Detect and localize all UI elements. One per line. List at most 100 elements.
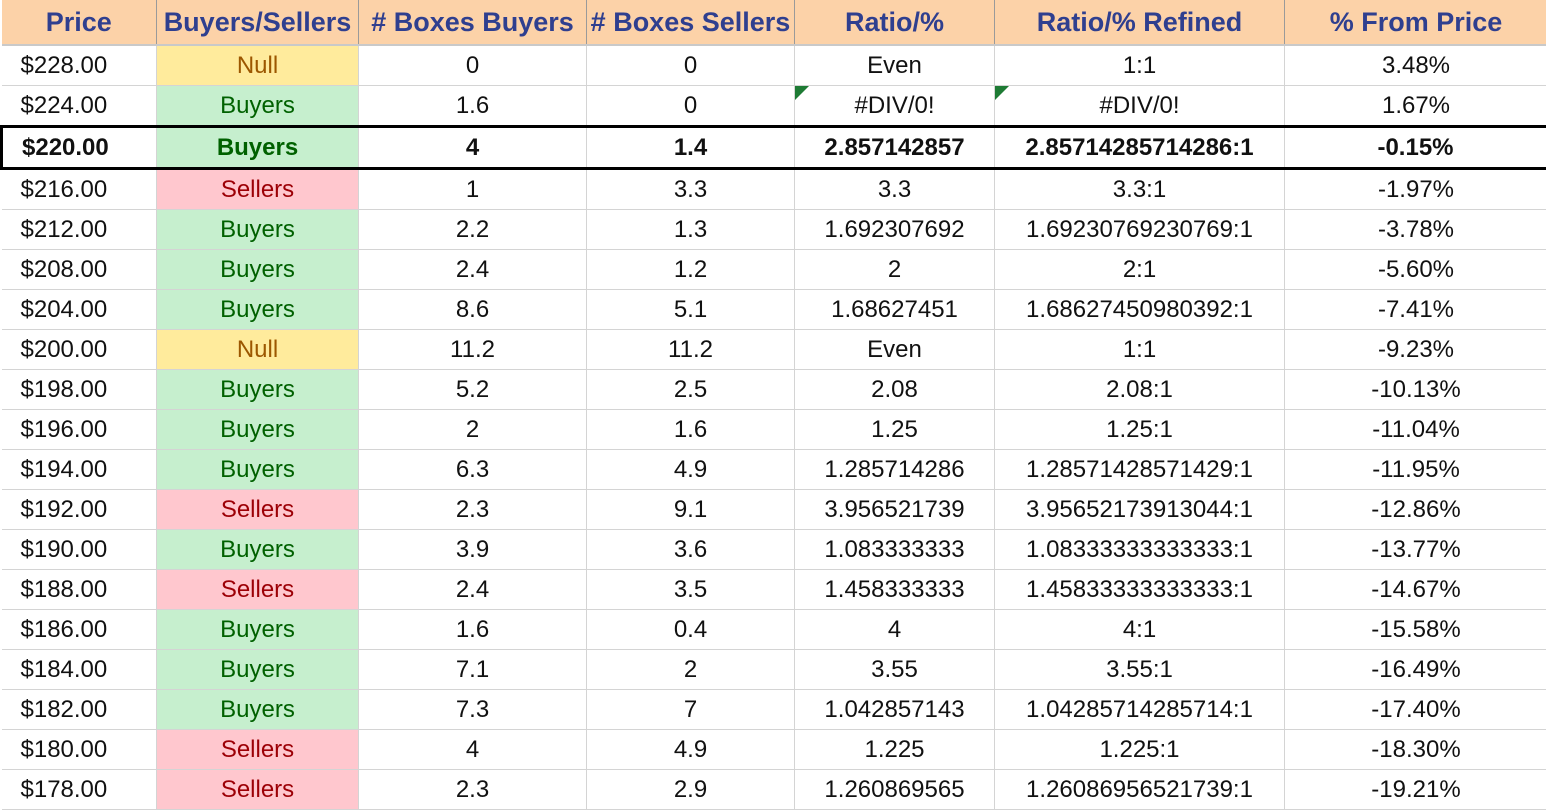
ratio-refined-cell[interactable]: 1.68627450980392:1 [995, 290, 1285, 330]
from-price-cell[interactable]: -18.30% [1285, 730, 1546, 770]
side-cell[interactable]: Sellers [157, 770, 359, 810]
price-cell[interactable]: $220.00 [2, 127, 157, 169]
side-cell[interactable]: Buyers [157, 410, 359, 450]
header-ratio-refined[interactable]: Ratio/% Refined [995, 0, 1285, 45]
from-price-cell[interactable]: -0.15% [1285, 127, 1546, 169]
ratio-refined-cell[interactable]: 2.85714285714286:1 [995, 127, 1285, 169]
side-cell[interactable]: Buyers [157, 530, 359, 570]
price-cell[interactable]: $186.00 [2, 610, 157, 650]
price-cell[interactable]: $198.00 [2, 370, 157, 410]
from-price-cell[interactable]: -9.23% [1285, 330, 1546, 370]
header-from-price[interactable]: % From Price [1285, 0, 1546, 45]
price-cell[interactable]: $208.00 [2, 250, 157, 290]
ratio-cell[interactable]: 1.285714286 [795, 450, 995, 490]
boxes-sellers-cell[interactable]: 4.9 [587, 450, 795, 490]
error-indicator-icon[interactable] [795, 86, 809, 100]
side-cell[interactable]: Null [157, 330, 359, 370]
ratio-cell[interactable]: 3.55 [795, 650, 995, 690]
boxes-sellers-cell[interactable]: 0.4 [587, 610, 795, 650]
ratio-refined-cell[interactable]: 1.04285714285714:1 [995, 690, 1285, 730]
ratio-refined-cell[interactable]: 1.225:1 [995, 730, 1285, 770]
boxes-buyers-cell[interactable]: 4 [359, 127, 587, 169]
ratio-refined-cell[interactable]: 1.26086956521739:1 [995, 770, 1285, 810]
ratio-refined-cell[interactable]: 1.69230769230769:1 [995, 210, 1285, 250]
ratio-cell[interactable]: 2.857142857 [795, 127, 995, 169]
boxes-buyers-cell[interactable]: 1 [359, 169, 587, 210]
ratio-refined-cell[interactable]: 1.08333333333333:1 [995, 530, 1285, 570]
boxes-buyers-cell[interactable]: 7.1 [359, 650, 587, 690]
boxes-buyers-cell[interactable]: 7.3 [359, 690, 587, 730]
boxes-buyers-cell[interactable]: 0 [359, 45, 587, 86]
ratio-cell[interactable]: 1.692307692 [795, 210, 995, 250]
boxes-buyers-cell[interactable]: 11.2 [359, 330, 587, 370]
boxes-sellers-cell[interactable]: 3.6 [587, 530, 795, 570]
ratio-cell[interactable]: 2.08 [795, 370, 995, 410]
ratio-cell[interactable]: 4 [795, 610, 995, 650]
from-price-cell[interactable]: -11.95% [1285, 450, 1546, 490]
boxes-sellers-cell[interactable]: 2.9 [587, 770, 795, 810]
ratio-cell[interactable]: #DIV/0! [795, 86, 995, 127]
price-cell[interactable]: $196.00 [2, 410, 157, 450]
price-cell[interactable]: $180.00 [2, 730, 157, 770]
from-price-cell[interactable]: 3.48% [1285, 45, 1546, 86]
header-price[interactable]: Price [2, 0, 157, 45]
boxes-buyers-cell[interactable]: 2.4 [359, 250, 587, 290]
side-cell[interactable]: Buyers [157, 210, 359, 250]
ratio-cell[interactable]: Even [795, 45, 995, 86]
ratio-cell[interactable]: 2 [795, 250, 995, 290]
from-price-cell[interactable]: -19.21% [1285, 770, 1546, 810]
error-indicator-icon[interactable] [995, 86, 1009, 100]
boxes-sellers-cell[interactable]: 5.1 [587, 290, 795, 330]
boxes-sellers-cell[interactable]: 0 [587, 86, 795, 127]
boxes-sellers-cell[interactable]: 1.6 [587, 410, 795, 450]
ratio-cell[interactable]: 1.042857143 [795, 690, 995, 730]
side-cell[interactable]: Buyers [157, 250, 359, 290]
side-cell[interactable]: Buyers [157, 610, 359, 650]
from-price-cell[interactable]: -12.86% [1285, 490, 1546, 530]
ratio-refined-cell[interactable]: 1.45833333333333:1 [995, 570, 1285, 610]
price-cell[interactable]: $178.00 [2, 770, 157, 810]
ratio-refined-cell[interactable]: 1:1 [995, 45, 1285, 86]
from-price-cell[interactable]: -7.41% [1285, 290, 1546, 330]
price-cell[interactable]: $224.00 [2, 86, 157, 127]
ratio-refined-cell[interactable]: 2:1 [995, 250, 1285, 290]
from-price-cell[interactable]: -1.97% [1285, 169, 1546, 210]
price-cell[interactable]: $216.00 [2, 169, 157, 210]
price-cell[interactable]: $204.00 [2, 290, 157, 330]
from-price-cell[interactable]: -16.49% [1285, 650, 1546, 690]
from-price-cell[interactable]: -17.40% [1285, 690, 1546, 730]
boxes-sellers-cell[interactable]: 0 [587, 45, 795, 86]
from-price-cell[interactable]: -3.78% [1285, 210, 1546, 250]
price-cell[interactable]: $194.00 [2, 450, 157, 490]
price-cell[interactable]: $228.00 [2, 45, 157, 86]
ratio-cell[interactable]: 3.3 [795, 169, 995, 210]
boxes-sellers-cell[interactable]: 2 [587, 650, 795, 690]
header-boxes-sellers[interactable]: # Boxes Sellers [587, 0, 795, 45]
boxes-sellers-cell[interactable]: 1.2 [587, 250, 795, 290]
boxes-buyers-cell[interactable]: 1.6 [359, 610, 587, 650]
ratio-refined-cell[interactable]: 1:1 [995, 330, 1285, 370]
ratio-refined-cell[interactable]: 3.95652173913044:1 [995, 490, 1285, 530]
price-cell[interactable]: $188.00 [2, 570, 157, 610]
side-cell[interactable]: Buyers [157, 127, 359, 169]
side-cell[interactable]: Sellers [157, 169, 359, 210]
from-price-cell[interactable]: -15.58% [1285, 610, 1546, 650]
ratio-refined-cell[interactable]: 3.3:1 [995, 169, 1285, 210]
price-cell[interactable]: $192.00 [2, 490, 157, 530]
price-cell[interactable]: $184.00 [2, 650, 157, 690]
ratio-cell[interactable]: 1.083333333 [795, 530, 995, 570]
boxes-buyers-cell[interactable]: 2.2 [359, 210, 587, 250]
ratio-cell[interactable]: 1.68627451 [795, 290, 995, 330]
price-cell[interactable]: $200.00 [2, 330, 157, 370]
from-price-cell[interactable]: -14.67% [1285, 570, 1546, 610]
side-cell[interactable]: Buyers [157, 450, 359, 490]
header-boxes-buyers[interactable]: # Boxes Buyers [359, 0, 587, 45]
ratio-refined-cell[interactable]: 1.25:1 [995, 410, 1285, 450]
side-cell[interactable]: Sellers [157, 570, 359, 610]
ratio-cell[interactable]: 3.956521739 [795, 490, 995, 530]
from-price-cell[interactable]: -11.04% [1285, 410, 1546, 450]
ratio-cell[interactable]: 1.225 [795, 730, 995, 770]
side-cell[interactable]: Buyers [157, 86, 359, 127]
boxes-buyers-cell[interactable]: 2.3 [359, 770, 587, 810]
boxes-sellers-cell[interactable]: 9.1 [587, 490, 795, 530]
